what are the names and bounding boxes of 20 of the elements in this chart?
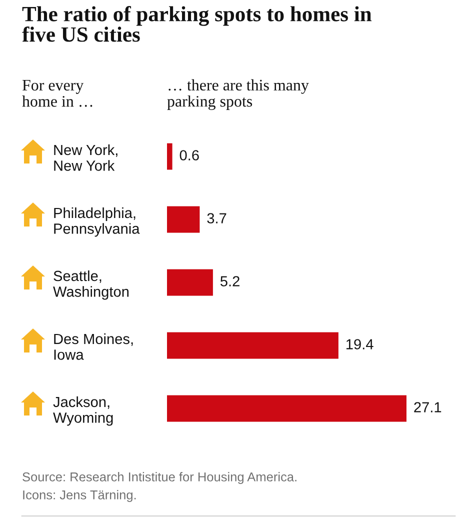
bar — [167, 143, 172, 170]
bar — [167, 206, 200, 233]
y-tick-label: Seattle, Washington — [53, 270, 129, 300]
chart-title: The ratio of parking spots to homes in five US cities — [22, 6, 372, 42]
data-label: 19.4 — [346, 339, 374, 350]
y-tick-label: New York, New York — [54, 144, 118, 171]
y-tick-label: Des Moines, Iowa — [54, 333, 133, 360]
y-tick-label: Jackson, Wyoming — [53, 396, 113, 426]
data-label: 5.2 — [220, 276, 240, 286]
y-tick-label: Philadelphia, Pennsylvania — [54, 207, 140, 237]
bar — [167, 269, 213, 296]
source-note: Source: Research Intistitue for Housing America. — [22, 472, 296, 484]
text: Icons: Jens Tärning. — [23, 490, 136, 502]
data-label: 27.1 — [414, 402, 442, 412]
x-axis-title: … there are this many parking spots — [167, 79, 309, 110]
data-label: 0.6 — [180, 150, 199, 160]
y-axis-title: For every home in … — [22, 80, 92, 107]
data-label: 3.7 — [207, 213, 226, 224]
bar — [167, 332, 338, 359]
bar — [167, 395, 406, 422]
